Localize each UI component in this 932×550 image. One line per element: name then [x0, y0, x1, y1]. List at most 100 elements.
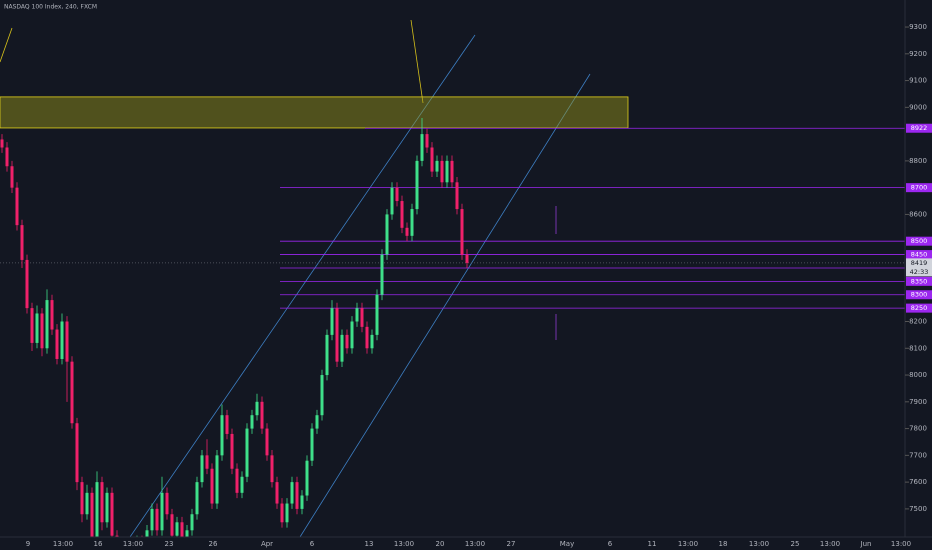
y-tick-label: 9200	[909, 50, 927, 58]
candle-body	[0, 139, 4, 148]
y-tick-label: 8200	[909, 318, 927, 326]
candle-body	[365, 326, 369, 349]
level-label-box	[906, 123, 932, 133]
x-tick-label: 11	[648, 540, 657, 548]
x-tick-label: 13:00	[123, 540, 143, 548]
candle-body	[330, 308, 334, 335]
candle-body	[255, 401, 259, 416]
y-tick-label: 9100	[909, 77, 927, 85]
level-label: 8450	[911, 251, 928, 259]
candle-body	[215, 455, 219, 504]
candle-body	[100, 482, 104, 523]
candle-body	[205, 455, 209, 469]
candle-body	[435, 160, 439, 172]
candle-body	[440, 160, 444, 183]
level-label: 8250	[911, 304, 928, 312]
candle-body	[310, 428, 314, 461]
candle-body	[260, 401, 264, 429]
level-label: 8700	[911, 184, 928, 192]
candle-body	[250, 415, 254, 429]
level-label: 8500	[911, 237, 928, 245]
candle-body	[230, 433, 234, 469]
candle-body	[35, 313, 39, 343]
y-tick-label: 8800	[909, 157, 927, 165]
candle-body	[105, 492, 109, 523]
candle-body	[395, 187, 399, 202]
x-tick-label: 13:00	[891, 540, 911, 548]
y-tick-label: 8000	[909, 371, 927, 379]
candle-body	[285, 503, 289, 523]
x-tick-label: 13:00	[749, 540, 769, 548]
candle-body	[410, 209, 414, 236]
candle-body	[150, 508, 154, 531]
x-tick-label: 13:00	[394, 540, 414, 548]
candle-body	[40, 313, 44, 349]
candle-body	[400, 201, 404, 228]
y-tick-label: 8100	[909, 344, 927, 352]
candle-body	[45, 300, 49, 349]
arrow	[0, 27, 13, 63]
candle-body	[220, 415, 224, 456]
level-label-box	[906, 236, 932, 246]
y-tick-label: 7900	[909, 398, 927, 406]
y-tick-label: 9000	[909, 103, 927, 111]
level-label: 8922	[911, 124, 928, 132]
candle-body	[385, 214, 389, 255]
countdown: 42:33	[910, 268, 929, 276]
level-label-box	[906, 290, 932, 300]
candle-body	[290, 482, 294, 504]
candle-body	[75, 423, 79, 483]
candle-body	[415, 160, 419, 210]
candle-body	[425, 134, 429, 148]
arrow	[410, 19, 424, 104]
candle-body	[305, 460, 309, 496]
candle-body	[375, 294, 379, 335]
candle-body	[10, 166, 14, 188]
candle-body	[235, 468, 239, 493]
x-tick-label: 13:00	[465, 540, 485, 548]
y-tick-label: 7700	[909, 451, 927, 459]
x-tick-label: 6	[608, 540, 613, 548]
candle-body	[465, 254, 469, 263]
x-tick-label: 13:00	[53, 540, 73, 548]
y-tick-label: 7800	[909, 425, 927, 433]
price-label-box	[906, 258, 932, 277]
chart-title: NASDAQ 100 Index, 240, FXCM	[4, 4, 97, 11]
candle-body	[460, 209, 464, 255]
candle-body	[195, 482, 199, 515]
candle-body	[390, 187, 394, 215]
candle-body	[280, 503, 284, 523]
zone	[0, 96, 629, 129]
candle-body	[360, 308, 364, 327]
candle-body	[225, 415, 229, 434]
candle-body	[145, 530, 149, 537]
candle-body	[275, 482, 279, 504]
candle-body	[245, 428, 249, 477]
y-tick-label: 9300	[909, 23, 927, 31]
candle-body	[265, 428, 269, 456]
x-tick-label: 16	[94, 540, 103, 548]
candle-body	[85, 492, 89, 515]
candle-body	[30, 308, 34, 343]
candle-body	[200, 455, 204, 483]
candle-body	[70, 361, 74, 424]
candle-body	[165, 492, 169, 515]
x-tick-label: 26	[209, 540, 218, 548]
candle-body	[430, 147, 434, 172]
x-tick-label: 13	[365, 540, 374, 548]
candle-body	[80, 482, 84, 515]
candle-body	[190, 514, 194, 531]
candle-body	[450, 160, 454, 183]
x-tick-label: Apr	[261, 540, 273, 548]
candle-body	[445, 160, 449, 183]
candle-body	[110, 492, 114, 536]
level-label-box	[906, 276, 932, 286]
candle-body	[170, 514, 174, 536]
candle-body	[20, 225, 24, 260]
candle-body	[420, 134, 424, 161]
candle-body	[15, 187, 19, 226]
candle-body	[405, 227, 409, 236]
candle-body	[315, 415, 319, 429]
candle-body	[5, 147, 9, 167]
